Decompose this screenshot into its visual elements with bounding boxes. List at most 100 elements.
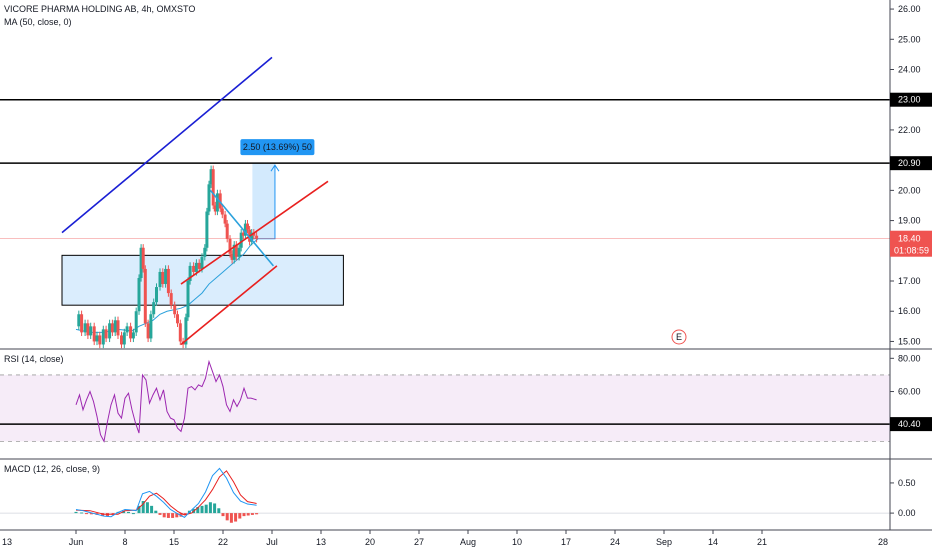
candle-body	[125, 326, 129, 333]
candle-body	[178, 323, 182, 342]
candle-body	[173, 305, 177, 315]
candle-body	[155, 287, 158, 303]
candle-body	[152, 302, 156, 315]
macd-histogram-bar	[137, 505, 141, 514]
candle-body	[230, 253, 234, 260]
candle-body	[101, 329, 105, 345]
macd-histogram-bar	[179, 513, 183, 517]
level-tag-bg-0	[890, 92, 932, 107]
candle-body	[141, 247, 145, 269]
price-tick-label: 20.00	[898, 185, 921, 195]
candle-body	[98, 335, 102, 345]
time-tick-label: Sep	[656, 537, 672, 547]
candle-body	[243, 223, 247, 236]
macd-histogram-bar	[122, 511, 126, 514]
time-tick-label: 20	[365, 537, 375, 547]
candle-body	[223, 214, 227, 224]
countdown-tag: 01:08:59	[894, 246, 929, 256]
rsi-level-tag: 40.40	[898, 419, 921, 429]
macd-histogram-bar	[217, 508, 221, 514]
candle-body	[197, 262, 201, 269]
candle-body	[161, 271, 165, 285]
macd-histogram-bar	[246, 513, 250, 516]
candle-body	[89, 326, 93, 336]
candle-body	[77, 314, 81, 327]
rsi-panel[interactable]	[0, 359, 890, 443]
macd-histogram-bar	[154, 510, 158, 514]
candle-body	[80, 314, 84, 333]
price-panel[interactable]: 2.50 (13.69%) 50 E	[0, 56, 890, 349]
candle-body	[95, 335, 99, 342]
candle-body	[166, 268, 170, 294]
triangle-resistance[interactable]	[209, 189, 275, 267]
macd-histogram-bar	[221, 513, 225, 517]
candle-body	[176, 314, 179, 324]
price-tick-label: 22.00	[898, 125, 921, 135]
macd-histogram-bar	[204, 504, 208, 514]
candle-body	[207, 184, 211, 212]
candle-body	[192, 265, 196, 272]
time-tick-label: Aug	[460, 537, 476, 547]
last-price-tag-bg	[890, 230, 932, 257]
time-tick-label-partial-left: 13	[2, 537, 12, 547]
measure-label-bg	[240, 139, 315, 156]
rsi-tick-label: 60.00	[898, 387, 921, 397]
earnings-event-marker[interactable]	[671, 329, 687, 345]
macd-histogram-bar	[127, 511, 130, 514]
candle-body	[209, 169, 213, 185]
candle-body	[149, 314, 153, 339]
macd-histogram-bar	[255, 513, 259, 515]
macd-tick-label: 0.50	[898, 478, 916, 488]
candle-body	[188, 265, 192, 282]
price-tick-label: 26.00	[898, 4, 921, 14]
candle-body	[139, 247, 143, 278]
blue-trendline[interactable]	[61, 56, 273, 234]
time-tick-label-partial-right: 28	[878, 537, 888, 547]
candle-body	[241, 232, 245, 236]
candle-body	[131, 332, 135, 339]
time-tick-label: 21	[757, 537, 767, 547]
macd-line	[75, 467, 257, 518]
candle-body	[194, 262, 198, 272]
macd-histogram-bar	[175, 513, 179, 518]
macd-histogram-bar	[131, 513, 135, 515]
candle-body	[250, 232, 254, 242]
rsi-band	[0, 374, 890, 442]
candle-body	[239, 232, 243, 248]
time-tick-label: 22	[218, 537, 228, 547]
candle-body	[213, 205, 217, 212]
macd-histogram-bar	[242, 513, 246, 517]
time-tick-label: 27	[414, 537, 424, 547]
macd-histogram-bar	[89, 513, 93, 515]
time-tick-label: Jul	[266, 537, 278, 547]
time-tick-label: 17	[561, 537, 571, 547]
macd-histogram-bar	[200, 505, 204, 514]
candle-body	[129, 326, 133, 339]
macd-tick-label: 0.00	[898, 508, 916, 518]
candle-body	[134, 311, 138, 333]
red-upper-channel[interactable]	[180, 180, 329, 285]
red-lower-channel[interactable]	[180, 265, 278, 346]
candle-body	[225, 223, 229, 239]
time-tick-label: 15	[169, 537, 179, 547]
candle-body	[83, 323, 87, 333]
time-tick-label: 14	[708, 537, 718, 547]
time-tick-label: Jun	[69, 537, 84, 547]
candle-body	[116, 320, 120, 336]
candle-body	[234, 244, 238, 257]
macd-histogram-bar	[85, 513, 88, 515]
macd-histogram-bar	[80, 512, 84, 514]
candle-body	[143, 268, 147, 324]
candle-body	[137, 277, 141, 312]
macd-histogram-bar	[208, 502, 212, 514]
macd-panel[interactable]	[0, 467, 890, 523]
price-tick-label: 24.00	[898, 64, 921, 74]
candle-body	[169, 293, 173, 306]
macd-histogram-bar	[74, 511, 78, 514]
level-tag-label-0: 23.00	[898, 95, 921, 105]
candle-body	[186, 281, 190, 318]
measure-box	[252, 163, 276, 239]
macd-histogram-bar	[141, 501, 145, 514]
